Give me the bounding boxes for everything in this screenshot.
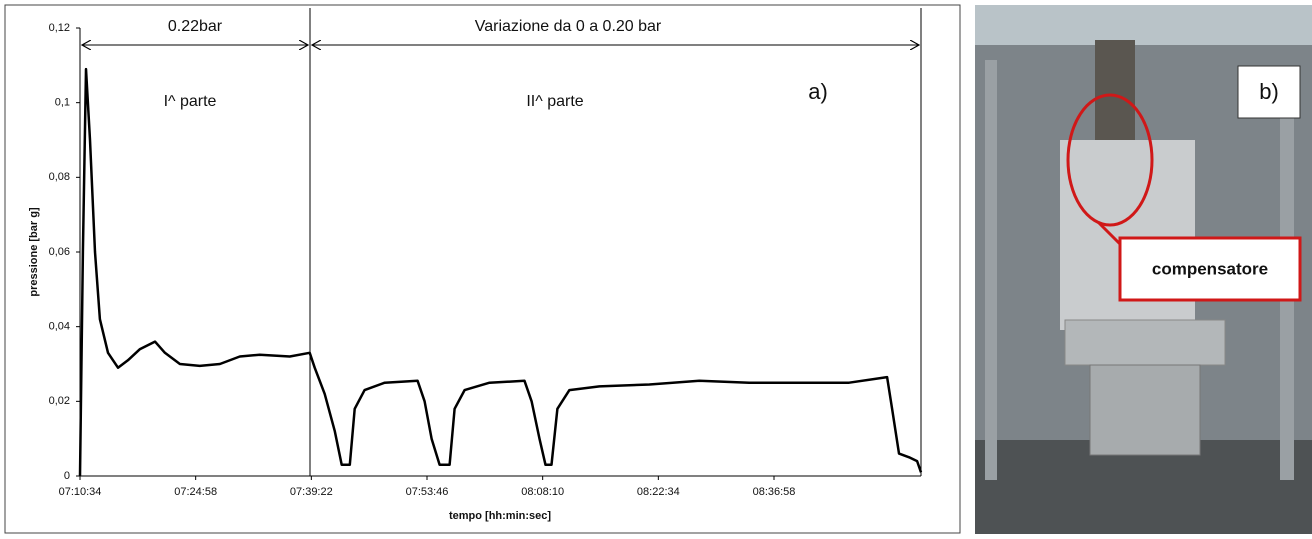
y-tick-label: 0,06	[49, 246, 70, 258]
data-line	[78, 67, 923, 477]
y-axis-label: pressione [bar g]	[28, 207, 40, 297]
annotation: 0.22bar	[168, 18, 223, 35]
annotation: Variazione da 0 a 0.20 bar	[475, 18, 662, 35]
x-tick-label: 07:24:58	[174, 486, 217, 498]
floor	[975, 440, 1312, 534]
y-tick-label: 0,1	[55, 97, 70, 109]
annotation: II^ parte	[526, 93, 583, 110]
panel-label: b)	[1259, 79, 1279, 104]
y-tick-label: 0,08	[49, 171, 70, 183]
highlight-ellipse	[1066, 93, 1154, 227]
chart: 0.22bar Variazione da 0 a 0.20 bar I^ pa…	[28, 8, 923, 522]
panel-label: a)	[808, 79, 828, 104]
y-tick-label: 0,02	[49, 395, 70, 407]
housing	[1064, 319, 1226, 366]
y-tick-label: 0	[64, 470, 70, 482]
callout-line	[1096, 220, 1124, 248]
x-tick-label: 07:10:34	[59, 486, 102, 498]
chart-frame	[4, 4, 961, 534]
x-tick-label: 07:53:46	[406, 486, 449, 498]
x-tick-label: 08:08:10	[521, 486, 564, 498]
x-tick-label: 08:22:34	[637, 486, 680, 498]
callout-box	[1118, 236, 1302, 302]
ceiling	[975, 5, 1312, 45]
label-box	[1237, 65, 1301, 119]
x-axis-label: tempo [hh:min:sec]	[449, 510, 551, 522]
column	[985, 60, 997, 480]
x-tick-label: 07:39:22	[290, 486, 333, 498]
callout-text: compensatore	[1152, 259, 1268, 278]
y-tick-label: 0,12	[49, 22, 70, 34]
photo: compensatore b)	[975, 5, 1312, 534]
annotation: I^ parte	[164, 93, 217, 110]
y-tick-label: 0,04	[49, 321, 70, 333]
x-tick-label: 08:36:58	[753, 486, 796, 498]
housing	[1089, 364, 1201, 456]
